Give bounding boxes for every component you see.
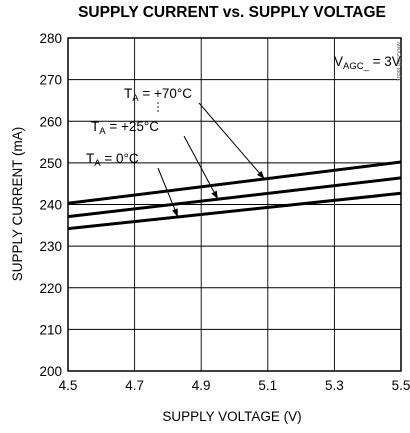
series-lines [67,160,402,231]
y-tick-label: 270 [39,73,62,88]
x-tick-label: 5.1 [258,378,277,393]
x-tick-label: 4.5 [59,378,78,393]
x-tick-label: 5.5 [392,378,410,393]
leader-line-0 [198,102,265,180]
y-tick-label: 280 [39,31,62,46]
y-tick-label: 250 [39,156,62,171]
chart-title: SUPPLY CURRENT vs. SUPPLY VOLTAGE [78,4,386,21]
y-tick-label: 260 [39,114,62,129]
grid [67,37,402,372]
x-tick-label: 4.7 [125,378,144,393]
leader-line-1 [183,135,219,200]
y-axis-label: SUPPLY CURRENT (mA) [10,127,25,282]
x-tick-label: 5.3 [325,378,344,393]
x-tick-labels: 4.5 4.7 4.9 5.1 5.3 5.5 [59,378,410,393]
y-tick-label: 230 [39,239,62,254]
y-tick-label: 210 [39,322,62,337]
y-tick-labels: 200 210 220 230 240 250 260 270 280 [39,31,62,379]
plot-frame [67,37,402,372]
leader-arrowhead-1 [211,190,218,200]
series-line-2 [67,191,402,231]
series-line-0 [67,160,402,205]
leader-line-2 [157,167,179,218]
part-number: MAX2558 toc01 [395,42,401,81]
leader-arrowhead-2 [172,208,178,217]
label-ta-70: TA = +70°C [124,86,192,104]
x-tick-label: 4.9 [192,378,211,393]
y-tick-label: 240 [39,198,62,213]
y-tick-label: 200 [39,364,62,379]
series-line-1 [67,176,402,219]
label-leaders [157,102,265,218]
label-ta-25: TA = +25°C [91,119,159,137]
x-axis-label: SUPPLY VOLTAGE (V) [162,409,301,424]
label-ta-0: TA = 0°C [86,151,139,169]
y-tick-label: 220 [39,281,62,296]
condition-label: VAGC_ = 3V [334,54,401,72]
leader-arrowhead-0 [256,170,265,179]
